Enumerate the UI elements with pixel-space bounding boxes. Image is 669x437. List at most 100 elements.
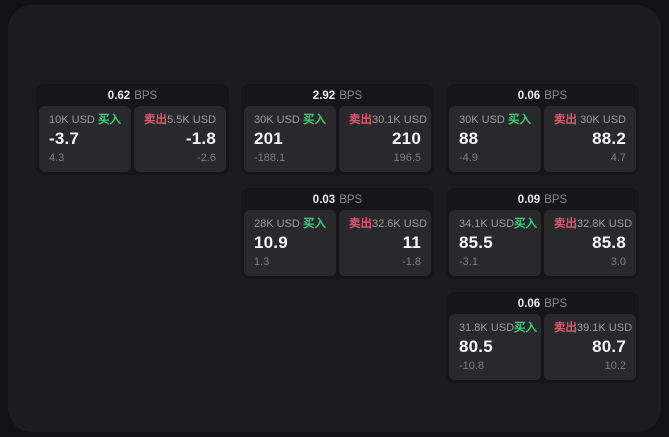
sell-pane-top: 卖出 5.5K USD (144, 114, 216, 127)
sell-secondary-value: -2.6 (197, 152, 216, 164)
sell-quote-pane[interactable]: 卖出 32.8K USD 85.8 3.0 (544, 210, 636, 276)
quote-body: 34.1K USD 买入 85.5 -3.1 卖出 32.8K USD 85.8… (449, 210, 636, 276)
buy-price: -3.7 (49, 129, 80, 148)
buy-badge: 买入 (303, 218, 326, 230)
quote-card-1: 0.62 BPS 10K USD 买入 -3.7 4.3 卖出 5.5K USD (36, 84, 229, 175)
sell-quote-pane[interactable]: 卖出 30K USD 88.2 4.7 (544, 106, 636, 172)
buy-pane-top: 28K USD 买入 (254, 218, 326, 231)
sell-price: 210 (392, 129, 421, 148)
buy-secondary-value: 4.3 (49, 152, 65, 164)
sell-badge: 卖出 (349, 218, 372, 230)
buy-secondary-value: -3.1 (459, 256, 478, 268)
buy-badge: 买入 (514, 322, 538, 334)
sell-secondary-value: 10.2 (604, 360, 626, 372)
bps-unit: BPS (544, 194, 568, 206)
sell-price: 85.8 (592, 233, 626, 252)
bps-value: 0.06 (517, 298, 541, 310)
buy-pane-top: 30K USD 买入 (459, 114, 531, 127)
sell-quote-pane[interactable]: 卖出 39.1K USD 80.7 10.2 (544, 314, 636, 380)
sell-pane-top: 卖出 39.1K USD (554, 322, 632, 335)
bps-header: 2.92 BPS (244, 87, 431, 106)
quote-body: 31.8K USD 买入 80.5 -10.8 卖出 39.1K USD 80.… (449, 314, 636, 380)
bps-unit: BPS (544, 298, 568, 310)
quotes-panel: 0.62 BPS 10K USD 买入 -3.7 4.3 卖出 5.5K USD (8, 5, 661, 432)
buy-pane-top: 34.1K USD 买入 (459, 218, 537, 231)
buy-price: 85.5 (459, 233, 493, 252)
bps-unit: BPS (134, 90, 158, 102)
sell-pane-top: 卖出 30.1K USD (349, 114, 427, 127)
sell-amount: 5.5K USD (167, 114, 216, 126)
sell-pane-top: 卖出 32.8K USD (554, 218, 632, 231)
bps-header: 0.06 BPS (449, 295, 636, 314)
buy-quote-pane[interactable]: 30K USD 买入 201 -188.1 (244, 106, 336, 172)
quote-grid: 0.62 BPS 10K USD 买入 -3.7 4.3 卖出 5.5K USD (36, 84, 639, 383)
quote-card-5: 0.09 BPS 34.1K USD 买入 85.5 -3.1 卖出 32.8K… (446, 188, 639, 279)
buy-badge: 买入 (514, 218, 538, 230)
bps-value: 0.03 (312, 194, 336, 206)
sell-amount: 30.1K USD (372, 114, 428, 126)
bps-header: 0.62 BPS (39, 87, 226, 106)
sell-price: 88.2 (592, 129, 626, 148)
bps-unit: BPS (544, 90, 568, 102)
quote-card-6: 0.06 BPS 31.8K USD 买入 80.5 -10.8 卖出 39.1… (446, 292, 639, 383)
sell-quote-pane[interactable]: 卖出 5.5K USD -1.8 -2.6 (134, 106, 226, 172)
quote-card-3: 0.06 BPS 30K USD 买入 88 -4.9 卖出 30K USD (446, 84, 639, 175)
quote-card-4: 0.03 BPS 28K USD 买入 10.9 1.3 卖出 32.6K US… (241, 188, 434, 279)
sell-amount: 32.8K USD (577, 218, 633, 230)
bps-header: 0.09 BPS (449, 191, 636, 210)
buy-amount: 28K USD (254, 218, 300, 230)
sell-pane-top: 卖出 32.6K USD (349, 218, 427, 231)
buy-secondary-value: -4.9 (459, 152, 478, 164)
sell-amount: 30K USD (580, 114, 626, 126)
bps-unit: BPS (339, 90, 363, 102)
buy-quote-pane[interactable]: 28K USD 买入 10.9 1.3 (244, 210, 336, 276)
buy-price: 80.5 (459, 337, 493, 356)
sell-badge: 卖出 (349, 114, 372, 126)
buy-pane-top: 10K USD 买入 (49, 114, 121, 127)
buy-amount: 30K USD (254, 114, 300, 126)
quote-body: 28K USD 买入 10.9 1.3 卖出 32.6K USD 11 -1.8 (244, 210, 431, 276)
bps-value: 2.92 (312, 90, 336, 102)
sell-pane-top: 卖出 30K USD (554, 114, 626, 127)
sell-secondary-value: 3.0 (610, 256, 626, 268)
buy-secondary-value: 1.3 (254, 256, 270, 268)
buy-amount: 31.8K USD (459, 322, 515, 334)
buy-amount: 10K USD (49, 114, 95, 126)
buy-pane-top: 31.8K USD 买入 (459, 322, 537, 335)
buy-price: 10.9 (254, 233, 288, 252)
buy-quote-pane[interactable]: 31.8K USD 买入 80.5 -10.8 (449, 314, 541, 380)
sell-amount: 32.6K USD (372, 218, 428, 230)
sell-quote-pane[interactable]: 卖出 30.1K USD 210 196.5 (339, 106, 431, 172)
sell-badge: 卖出 (554, 322, 577, 334)
buy-quote-pane[interactable]: 34.1K USD 买入 85.5 -3.1 (449, 210, 541, 276)
bps-value: 0.62 (107, 90, 131, 102)
bps-header: 0.03 BPS (244, 191, 431, 210)
buy-pane-top: 30K USD 买入 (254, 114, 326, 127)
buy-badge: 买入 (98, 114, 121, 126)
buy-badge: 买入 (508, 114, 531, 126)
buy-amount: 34.1K USD (459, 218, 515, 230)
bps-header: 0.06 BPS (449, 87, 636, 106)
sell-secondary-value: 4.7 (610, 152, 626, 164)
sell-secondary-value: 196.5 (393, 152, 421, 164)
quote-card-2: 2.92 BPS 30K USD 买入 201 -188.1 卖出 30.1K … (241, 84, 434, 175)
buy-badge: 买入 (303, 114, 326, 126)
sell-secondary-value: -1.8 (402, 256, 421, 268)
sell-price: 11 (402, 233, 421, 252)
buy-quote-pane[interactable]: 30K USD 买入 88 -4.9 (449, 106, 541, 172)
buy-secondary-value: -188.1 (254, 152, 286, 164)
sell-quote-pane[interactable]: 卖出 32.6K USD 11 -1.8 (339, 210, 431, 276)
bps-unit: BPS (339, 194, 363, 206)
sell-badge: 卖出 (144, 114, 167, 126)
bps-value: 0.09 (517, 194, 541, 206)
sell-amount: 39.1K USD (577, 322, 633, 334)
sell-badge: 卖出 (554, 114, 577, 126)
buy-quote-pane[interactable]: 10K USD 买入 -3.7 4.3 (39, 106, 131, 172)
quote-body: 30K USD 买入 201 -188.1 卖出 30.1K USD 210 1… (244, 106, 431, 172)
buy-amount: 30K USD (459, 114, 505, 126)
sell-badge: 卖出 (554, 218, 577, 230)
sell-price: -1.8 (185, 129, 216, 148)
quote-body: 10K USD 买入 -3.7 4.3 卖出 5.5K USD -1.8 -2.… (39, 106, 226, 172)
sell-price: 80.7 (592, 337, 626, 356)
bps-value: 0.06 (517, 90, 541, 102)
